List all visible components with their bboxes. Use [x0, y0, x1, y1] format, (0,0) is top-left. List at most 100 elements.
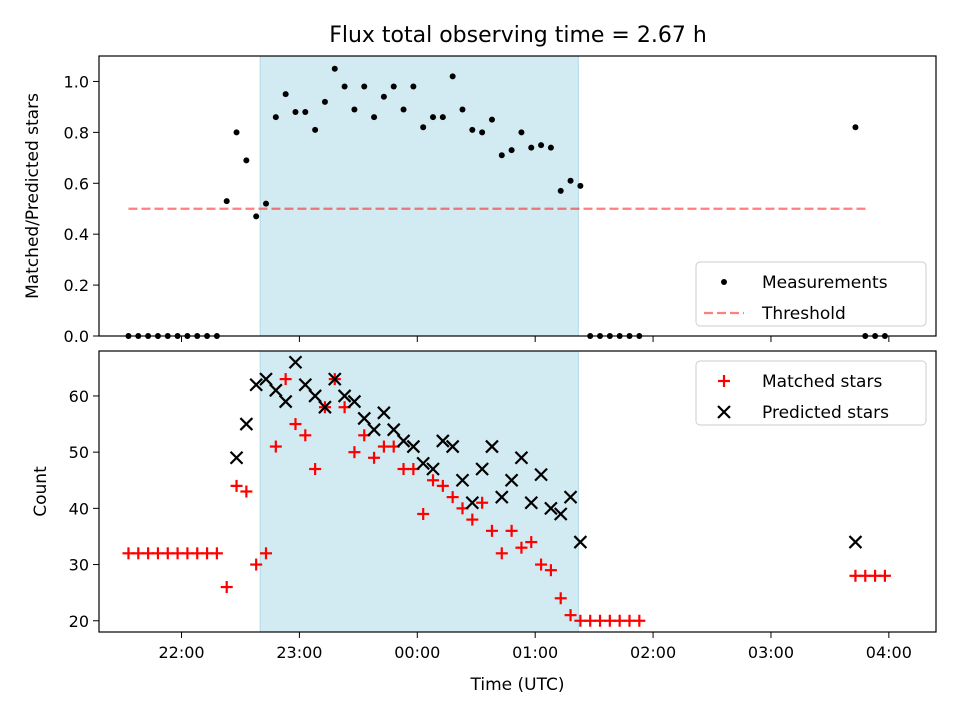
x-tick-label: 22:00 [158, 643, 204, 662]
legend-label: Predicted stars [762, 403, 889, 423]
measurement-point [449, 73, 456, 80]
matched-point [466, 513, 479, 526]
x-tick-label: 02:00 [630, 643, 676, 662]
predicted-point [445, 439, 460, 454]
measurement-point [420, 124, 427, 131]
predicted-point [288, 355, 303, 370]
measurement-point [410, 83, 417, 90]
y-tick-label: 0.8 [64, 123, 89, 142]
matched-point [633, 614, 646, 627]
x-tick-label: 01:00 [512, 643, 558, 662]
predicted-point [416, 456, 430, 471]
matched-point [348, 446, 361, 459]
measurement-point [557, 187, 564, 194]
measurement-point [263, 200, 270, 207]
measurement-point [253, 213, 260, 220]
predicted-point [298, 377, 313, 392]
predicted-point [396, 434, 411, 448]
measurement-point [538, 142, 545, 149]
y-tick-label: 20 [69, 612, 89, 631]
matched-point [476, 496, 489, 509]
y-tick-label: 1.0 [64, 72, 89, 91]
predicted-point [848, 535, 863, 549]
count-panel: 20 30 40 50 60 22:00 23:00 00:00 01:00 02:00 03:00… [31, 350, 937, 695]
measurement-point [400, 106, 407, 113]
matched-point [446, 491, 459, 504]
legend-measurement-swatch [721, 279, 727, 285]
measurement-point [469, 126, 476, 133]
x-tick-label: 03:00 [748, 643, 794, 662]
y-axis-label: Count [31, 466, 51, 517]
ratio-panel: 0.0 0.2 0.4 0.6 0.8 1.0 Matched/Predicted star… [23, 55, 937, 346]
y-tick-label: 30 [69, 556, 89, 575]
y-tick-label: 0.6 [64, 174, 89, 193]
matched-point [515, 541, 528, 554]
predicted-point [327, 372, 342, 386]
x-tick-label: 00:00 [394, 643, 440, 662]
matched-point [368, 451, 381, 464]
observing-span [259, 350, 579, 633]
measurement-point [459, 106, 466, 113]
matched-point [495, 547, 508, 560]
predicted-point [249, 377, 263, 392]
predicted-point [524, 495, 539, 510]
matched-point [309, 463, 322, 476]
legend-label: Measurements [762, 273, 888, 293]
chart-title: Flux total observing time = 2.67 h [329, 23, 707, 48]
legend-label: Threshold [761, 304, 846, 324]
matched-point [436, 479, 449, 492]
predicted-point [504, 473, 519, 488]
measurement-point [223, 198, 230, 205]
matched-point [554, 592, 567, 605]
measurement-point [380, 93, 387, 100]
measurement-point [577, 182, 584, 189]
measurement-point [233, 129, 240, 136]
predicted-point [357, 411, 372, 426]
matched-point [289, 418, 302, 431]
predicted-point [377, 406, 391, 420]
matched-point [505, 524, 518, 537]
predicted-point [386, 422, 401, 437]
y-tick-label: 0.4 [64, 225, 89, 244]
x-tick-label: 04:00 [866, 643, 912, 662]
y-tick-label: 0.2 [64, 276, 89, 295]
predicted-point [475, 462, 489, 476]
predicted-point [426, 462, 440, 476]
y-axis-label: Matched/Predicted stars [23, 93, 43, 299]
matched-point [544, 564, 557, 577]
predicted-point [229, 451, 244, 465]
measurement-point [439, 114, 446, 121]
measurement-point [302, 109, 309, 115]
predicted-point [278, 394, 293, 409]
matched-point [299, 429, 312, 442]
observing-span [259, 55, 579, 337]
y-tick-label: 40 [69, 499, 89, 518]
axes-frame [98, 55, 937, 337]
measurement-point [341, 83, 348, 90]
measurement-point [508, 147, 515, 154]
measurement-point [528, 144, 535, 151]
predicted-point [269, 383, 283, 398]
predicted-point [259, 372, 273, 386]
matched-point [417, 507, 430, 520]
matched-point [240, 485, 253, 498]
predicted-point [465, 495, 480, 510]
y-tick-label: 60 [69, 387, 89, 406]
matched-point [485, 524, 498, 537]
matched-point [535, 558, 548, 571]
legend: Measurements Threshold [695, 261, 927, 327]
predicted-point [495, 490, 509, 504]
measurement-point [282, 91, 289, 98]
matched-point [210, 547, 223, 560]
measurement-point [852, 124, 859, 131]
measurement-point [292, 109, 299, 115]
measurement-point [243, 157, 250, 164]
measurement-point [371, 114, 378, 121]
predicted-point [544, 501, 558, 516]
predicted-point [573, 535, 588, 549]
measurement-point [488, 116, 495, 123]
predicted-point [239, 417, 254, 431]
predicted-point [318, 400, 332, 414]
measurement-point [390, 83, 397, 90]
